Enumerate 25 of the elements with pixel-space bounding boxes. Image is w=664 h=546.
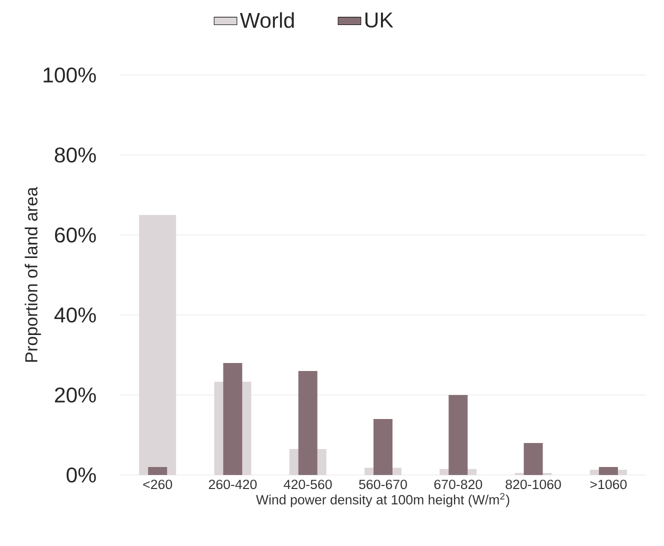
x-axis-title: Wind power density at 100m height (W/m$^{2}$) [256,492,510,508]
x-tick-label: 560-670 [359,480,407,490]
y-axis-title: Proportion of land area [24,186,41,362]
bar [598,466,618,475]
bar [139,214,176,475]
x-tick-label: 260-420 [208,480,257,490]
bar [223,362,242,475]
y-tick-label: 40% [54,307,96,323]
y-tick-label: 100% [44,67,96,83]
bar [148,466,168,475]
x-tick-label: 420-560 [284,480,332,490]
y-tick-label: 80% [54,147,96,163]
bar [524,442,543,475]
y-tick-label: 0% [66,467,96,483]
legend-label: UK [365,12,394,28]
x-tick-label: 820-1060 [506,480,561,490]
bar [448,394,468,475]
y-tick-label: 60% [55,227,96,243]
bar [298,370,318,475]
bar [374,418,392,475]
x-tick-label: <260 [143,480,172,490]
y-tick-label: 20% [55,387,96,403]
x-tick-label: 670-820 [434,480,482,490]
legend-label: World [240,12,294,28]
x-tick-label: >1060 [590,480,627,490]
